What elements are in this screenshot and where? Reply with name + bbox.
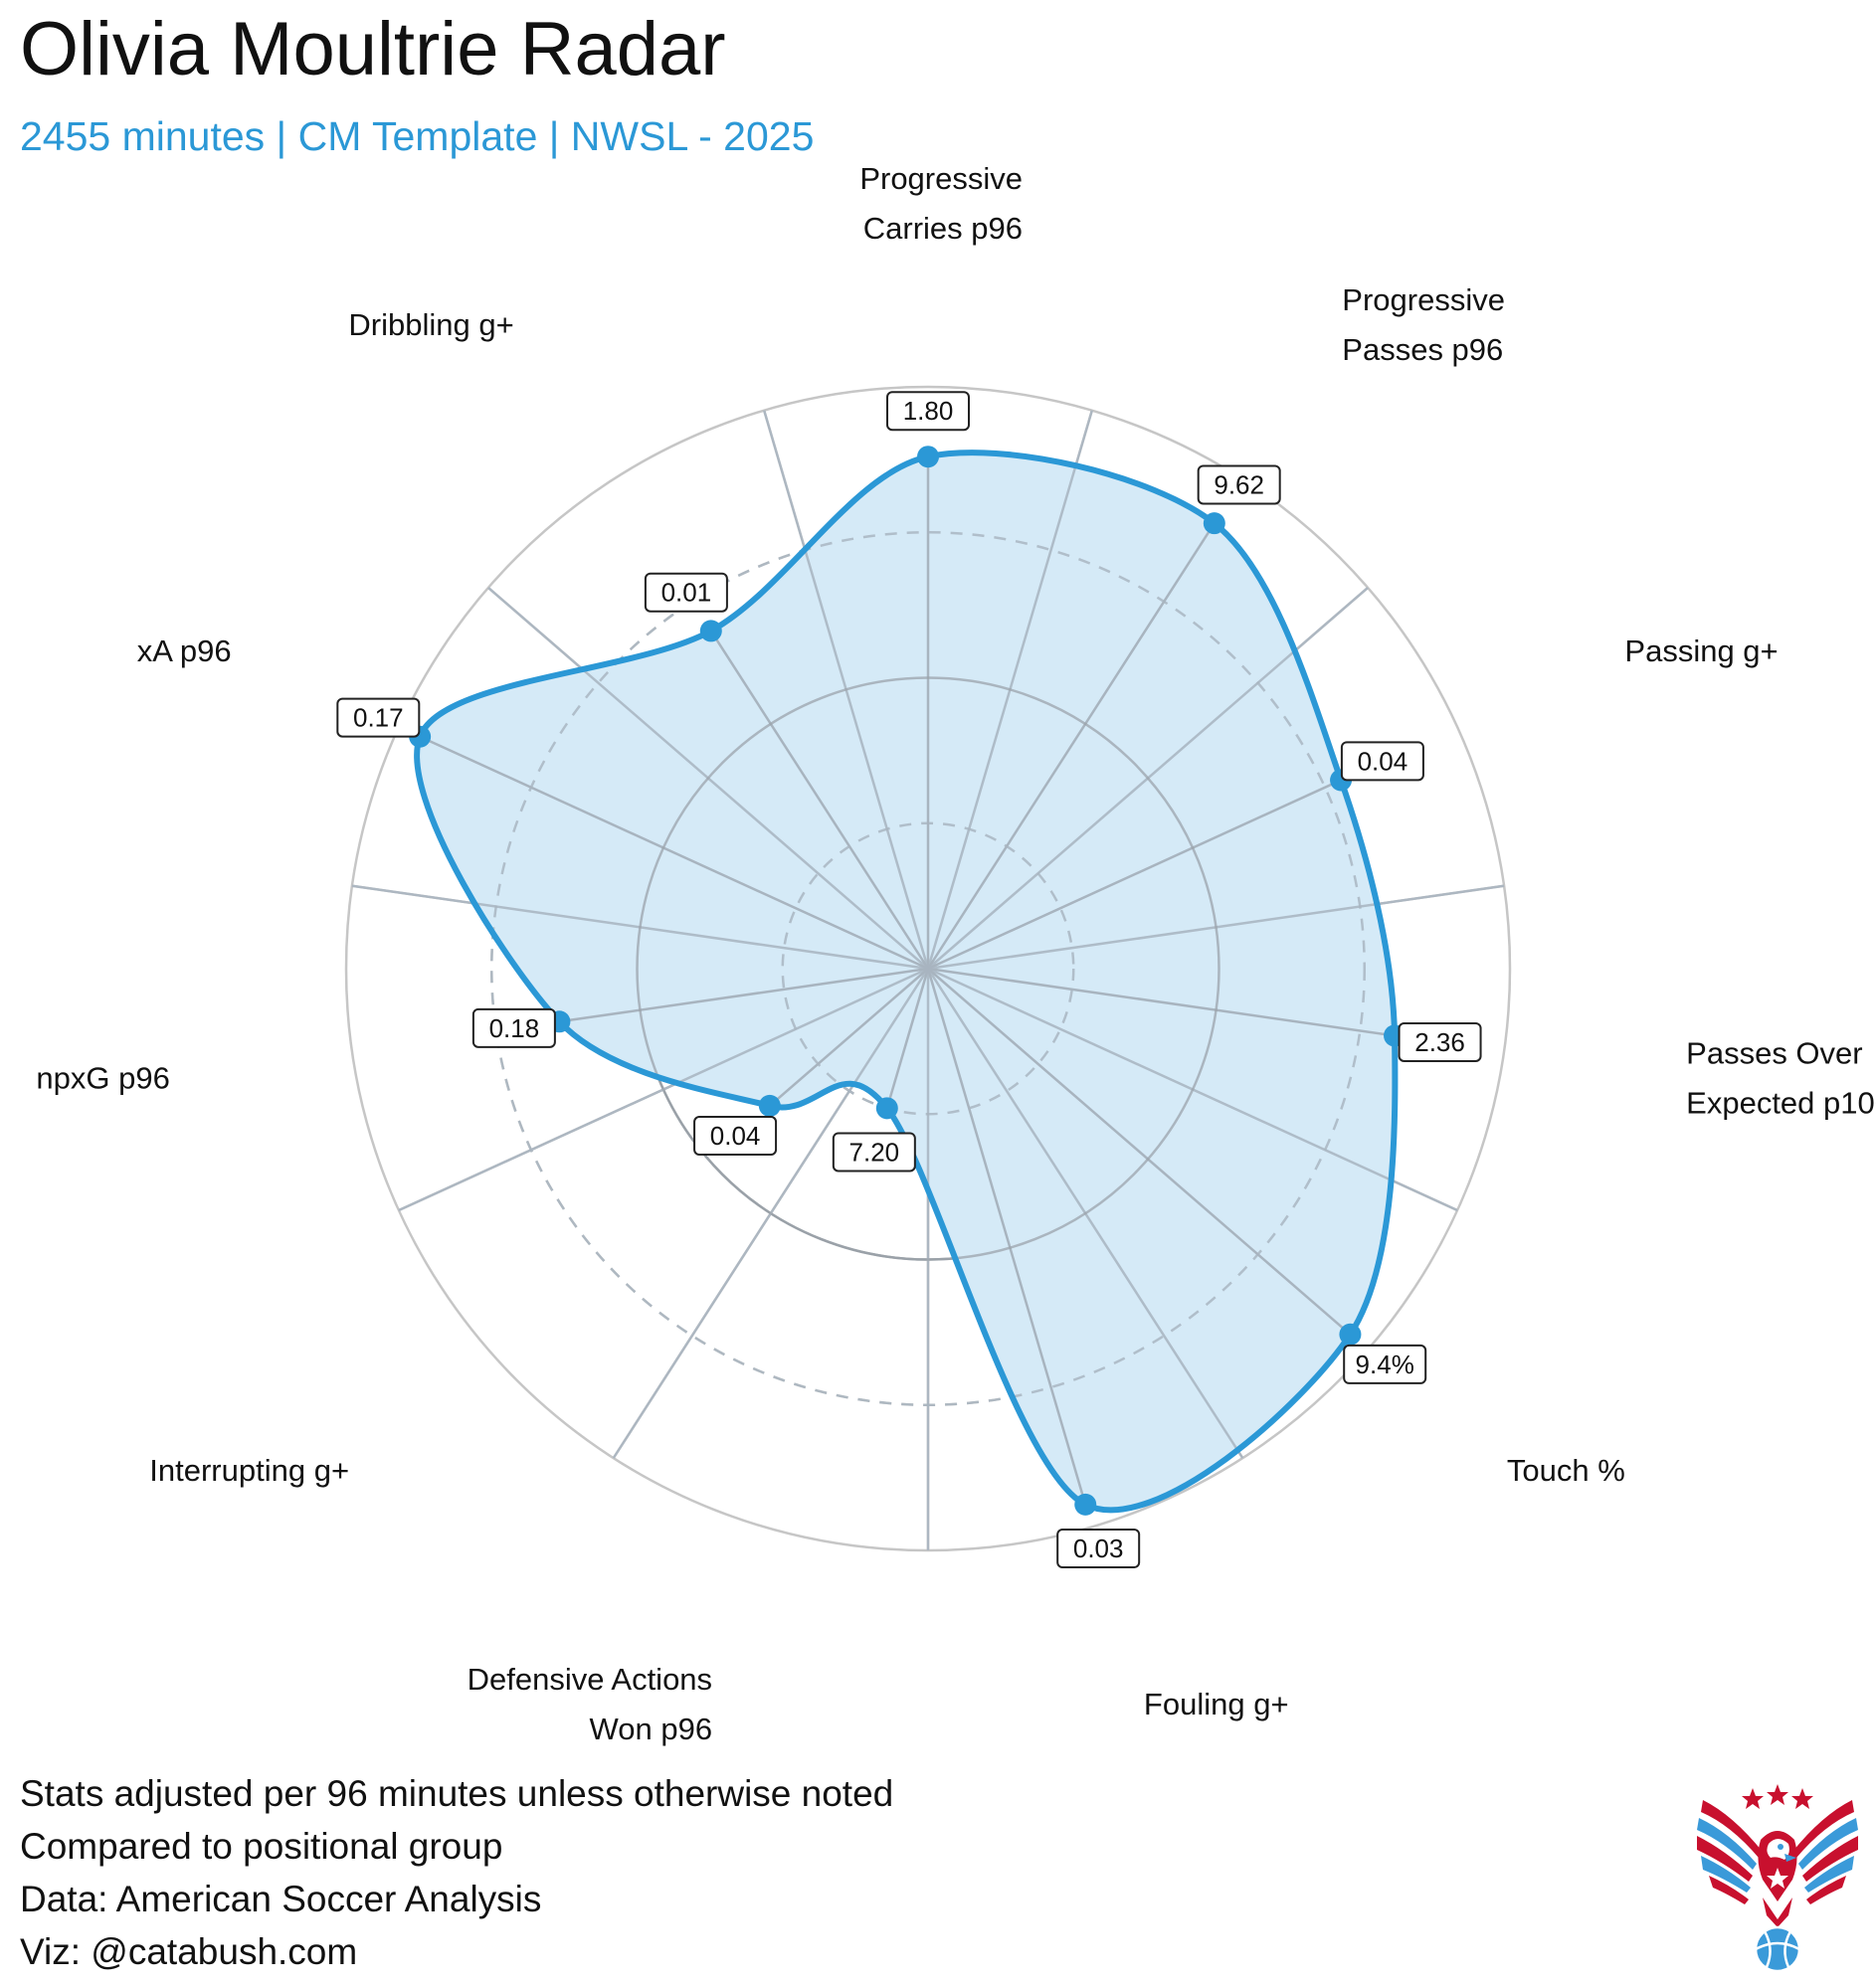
value-label-3: 2.36 <box>1398 1021 1482 1062</box>
axis-label-2: Passing g+ <box>1624 633 1778 668</box>
value-label-text: 2.36 <box>1414 1027 1465 1057</box>
value-label-text: 0.04 <box>710 1121 761 1151</box>
data-spoke-overlay-8 <box>559 967 929 1023</box>
data-point-1 <box>1203 512 1225 535</box>
axis-label-line: Interrupting g+ <box>149 1453 349 1488</box>
axis-label-line: Passing g+ <box>1624 633 1778 668</box>
value-label-text: 0.04 <box>1358 746 1408 776</box>
radar-chart: 1.80 9.62 0.04 2.36 9.4% 0.03 7.20 0.04 0.18 0.17… <box>36 161 1876 1746</box>
value-label-box <box>1056 1528 1141 1568</box>
data-spoke-overlay-6 <box>885 968 930 1109</box>
value-label-text: 9.4% <box>1356 1350 1414 1379</box>
grid-ring-75-overlay <box>490 531 1366 1406</box>
value-label-10: 0.01 <box>644 572 728 613</box>
value-label-text: 1.80 <box>903 396 954 426</box>
data-point-5 <box>1074 1493 1097 1516</box>
data-spoke-overlay-4 <box>927 968 1352 1336</box>
footer-note-comparison: Compared to positional group <box>20 1826 503 1867</box>
value-label-text: 9.62 <box>1214 469 1264 499</box>
value-label-text: 0.03 <box>1073 1534 1124 1563</box>
axis-label-8: npxG p96 <box>36 1061 169 1096</box>
data-point-10 <box>699 620 722 642</box>
value-label-1: 9.62 <box>1197 464 1281 505</box>
value-label-9: 0.17 <box>336 697 421 738</box>
value-label-box <box>471 1007 556 1048</box>
value-label-0: 1.80 <box>886 391 970 432</box>
radar-fill <box>417 452 1396 1511</box>
axis-label-line: Touch % <box>1507 1453 1625 1488</box>
data-point-0 <box>917 446 939 468</box>
value-label-box <box>336 697 421 738</box>
data-point-6 <box>875 1097 898 1120</box>
axis-label-line: Passes p96 <box>1342 332 1503 367</box>
value-label-box <box>1340 741 1424 782</box>
value-label-box <box>1343 1344 1427 1384</box>
grid-ring-50-overlay <box>636 676 1220 1261</box>
value-label-text: 0.17 <box>353 703 404 733</box>
axis-label-line: Expected p100 <box>1686 1086 1876 1121</box>
axis-label-7: Interrupting g+ <box>149 1453 349 1488</box>
axis-label-5: Fouling g+ <box>1144 1687 1289 1721</box>
value-label-text: 0.01 <box>661 578 712 608</box>
data-point-4 <box>1339 1323 1362 1346</box>
value-label-8: 0.18 <box>471 1007 556 1048</box>
axis-label-line: Carries p96 <box>863 211 1023 246</box>
axis-label-10: Dribbling g+ <box>348 307 513 342</box>
axis-label-line: npxG p96 <box>36 1061 169 1096</box>
data-spoke-overlay-7 <box>769 968 929 1107</box>
footer-note-data-source: Data: American Soccer Analysis <box>20 1879 542 1919</box>
footer-note-adjustment: Stats adjusted per 96 minutes unless oth… <box>20 1773 894 1814</box>
value-label-2: 0.04 <box>1340 741 1424 782</box>
axis-label-line: Progressive <box>859 161 1023 196</box>
value-label-6: 7.20 <box>832 1132 916 1173</box>
radar-value-labels: 1.80 9.62 0.04 2.36 9.4% 0.03 7.20 0.04 0.18 0.17… <box>336 391 1482 1568</box>
value-label-box <box>644 572 728 613</box>
data-spoke-overlay-5 <box>926 968 1087 1506</box>
chart-subtitle: 2455 minutes | CM Template | NWSL - 2025 <box>20 113 815 159</box>
axis-label-line: Fouling g+ <box>1144 1687 1289 1721</box>
axis-label-line: Progressive <box>1342 282 1505 317</box>
data-point-7 <box>758 1094 781 1117</box>
value-label-box <box>886 391 970 432</box>
data-spoke-overlay-3 <box>927 967 1396 1037</box>
axis-label-line: Dribbling g+ <box>348 307 513 342</box>
axis-label-0: Progressive Carries p96 <box>859 161 1023 246</box>
value-label-text: 0.18 <box>489 1013 540 1043</box>
axis-label-6: Defensive Actions Won p96 <box>468 1662 712 1746</box>
data-spoke-overlay-2 <box>927 779 1342 971</box>
grid-ring-25-overlay <box>781 821 1075 1116</box>
data-spoke-overlay-10 <box>709 630 930 970</box>
axis-label-4: Touch % <box>1507 1453 1625 1488</box>
radar-shape <box>351 410 1505 1550</box>
value-label-box <box>832 1132 916 1173</box>
axis-label-line: Passes Over <box>1686 1036 1862 1071</box>
value-label-4: 9.4% <box>1343 1344 1427 1384</box>
value-label-box <box>1398 1021 1482 1062</box>
chart-title: Olivia Moultrie Radar <box>20 7 726 91</box>
axis-label-line: Defensive Actions <box>468 1662 712 1697</box>
axis-label-1: Progressive Passes p96 <box>1342 282 1505 367</box>
data-spoke-overlay-1 <box>926 522 1216 970</box>
value-label-box <box>693 1116 778 1157</box>
footer-notes: Stats adjusted per 96 minutes unless oth… <box>20 1767 893 1978</box>
axis-label-9: xA p96 <box>137 633 232 668</box>
axis-label-line: xA p96 <box>137 633 232 668</box>
radar-axis-labels: Progressive Carries p96 Progressive Passes … <box>36 161 1876 1746</box>
value-label-5: 0.03 <box>1056 1528 1141 1568</box>
axis-label-line: Won p96 <box>590 1712 713 1746</box>
value-label-text: 7.20 <box>849 1137 900 1167</box>
footer-note-viz-credit: Viz: @catabush.com <box>20 1931 358 1972</box>
data-spoke-overlay-9 <box>419 735 929 971</box>
axis-label-3: Passes Over Expected p100 <box>1686 1036 1876 1121</box>
radar-outline <box>414 450 1399 1514</box>
value-label-7: 0.04 <box>693 1116 778 1157</box>
eagle-soccer-ball-logo-icon <box>1697 1784 1858 1973</box>
value-label-box <box>1197 464 1281 505</box>
